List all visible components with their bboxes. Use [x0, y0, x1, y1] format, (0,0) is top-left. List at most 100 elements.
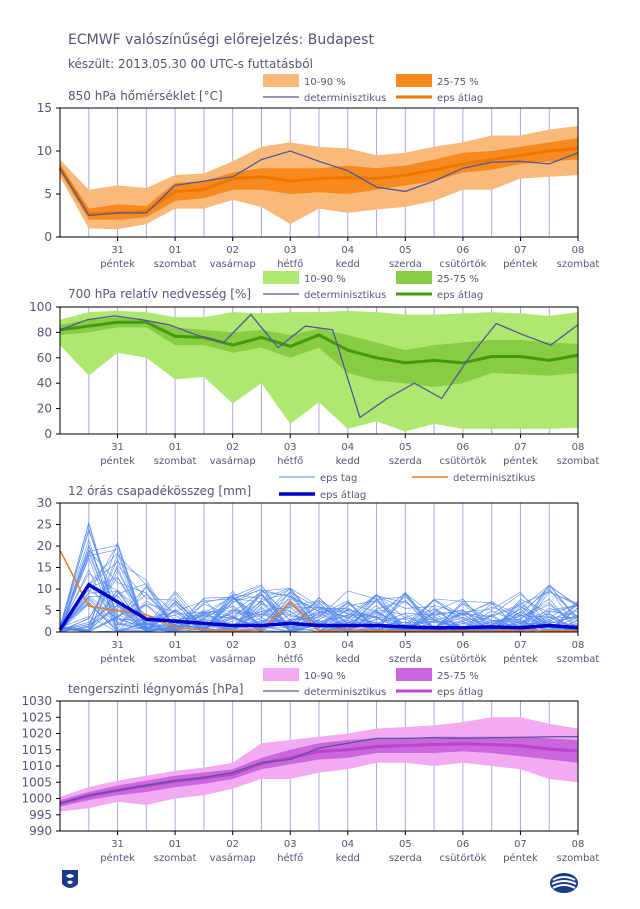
- deterministic-line: [59, 313, 579, 419]
- y-tick-label: 30: [37, 496, 52, 510]
- x-day-name: hétfő: [277, 258, 303, 270]
- x-day-number: 06: [457, 640, 470, 651]
- band-25-75: [60, 317, 578, 388]
- y-tick-label: 990: [29, 824, 52, 838]
- x-day-number: 06: [457, 442, 470, 453]
- eps-member-line: [59, 597, 579, 633]
- x-day-name: kedd: [336, 259, 360, 270]
- deterministic-line: [59, 736, 578, 805]
- y-tick-label: 1000: [21, 792, 52, 806]
- x-day-name: szerda: [389, 259, 422, 270]
- y-tick-label: 20: [37, 539, 52, 553]
- x-day-number: 03: [284, 442, 297, 453]
- legend: 10-90 % 25-75 % determinisztikus eps átlag: [263, 74, 483, 104]
- legend-label-det: determinisztikus: [304, 93, 386, 104]
- chart-panel-4: 990 995 1000 1005 1010 1015 1020 1025 1030 31 pént…: [21, 668, 599, 864]
- legend-swatch-inner: [396, 668, 432, 681]
- y-tick-label: 60: [37, 351, 52, 365]
- y-tick-label: 5: [44, 187, 52, 201]
- x-day-number: 01: [169, 245, 182, 256]
- legend-swatch-outer: [263, 74, 299, 87]
- x-day-number: 01: [169, 839, 182, 850]
- x-day-name: hétfő: [277, 455, 303, 467]
- y-tick-label: 995: [29, 808, 52, 822]
- y-tick-label: 15: [37, 561, 52, 575]
- y-tick-label: 1005: [21, 775, 52, 789]
- x-day-name: péntek: [100, 852, 135, 864]
- x-day-name: kedd: [336, 654, 360, 665]
- x-day-number: 02: [226, 245, 239, 256]
- legend-label-inner: 25-75 %: [437, 274, 479, 285]
- x-day-name: vasárnap: [210, 258, 256, 270]
- deterministic-line: [59, 150, 579, 217]
- x-day-number: 06: [457, 245, 470, 256]
- y-tick-label: 20: [37, 402, 52, 416]
- ecmwf-logo: [550, 873, 578, 893]
- x-day-name: péntek: [503, 258, 538, 270]
- y-tick-label: 10: [37, 144, 52, 158]
- panel-title: 850 hPa hőmérséklet [°C]: [68, 89, 223, 103]
- x-day-number: 08: [572, 640, 585, 651]
- eps-mean-line: [59, 320, 579, 365]
- x-day-number: 06: [457, 839, 470, 850]
- x-day-number: 02: [226, 442, 239, 453]
- legend-label-inner: 25-75 %: [437, 77, 479, 88]
- x-day-name: szombat: [154, 853, 197, 864]
- legend-swatch-inner: [396, 271, 432, 284]
- legend-label-det: determinisztikus: [453, 473, 535, 484]
- y-tick-label: 0: [44, 230, 52, 244]
- page-title: ECMWF valószínűségi előrejelzés: Budapes…: [68, 32, 374, 48]
- x-day-number: 02: [226, 839, 239, 850]
- x-day-number: 03: [284, 640, 297, 651]
- x-day-name: kedd: [336, 853, 360, 864]
- legend-label-det: determinisztikus: [304, 290, 386, 301]
- chart-panel-3: 05101520253031péntek01szombat02vasárnap0…: [37, 473, 600, 665]
- y-tick-label: 10: [37, 582, 52, 596]
- x-day-name: vasárnap: [210, 852, 256, 864]
- y-tick-label: 40: [37, 376, 52, 390]
- x-day-number: 01: [169, 640, 182, 651]
- x-day-number: 07: [514, 442, 527, 453]
- x-day-name: szerda: [389, 456, 422, 467]
- x-day-name: szombat: [557, 853, 600, 864]
- x-day-number: 02: [226, 640, 239, 651]
- x-day-name: szombat: [557, 654, 600, 665]
- panel-title: 12 órás csapadékösszeg [mm]: [68, 484, 251, 498]
- y-tick-label: 1025: [21, 710, 52, 724]
- legend-label-mean: eps átlag: [437, 289, 483, 301]
- x-day-name: péntek: [100, 455, 135, 467]
- legend: 10-90 % 25-75 % determinisztikus eps átlag: [263, 271, 483, 301]
- x-day-name: szombat: [154, 259, 197, 270]
- x-day-name: csütörtök: [439, 259, 486, 270]
- chart-panel-1: 05101531péntek01szombat02vasárnap03hétfő…: [37, 74, 599, 270]
- eps-mean-line: [58, 582, 579, 631]
- page-subtitle: készült: 2013.05.30 00 UTC-s futtatásból: [68, 57, 313, 71]
- x-day-number: 31: [111, 245, 124, 256]
- x-day-name: vasárnap: [210, 653, 256, 665]
- legend-label-det: determinisztikus: [304, 687, 386, 698]
- legend-label-members: eps tag: [320, 473, 357, 484]
- legend-label-outer: 10-90 %: [304, 77, 346, 88]
- deterministic-line: [59, 549, 578, 632]
- x-day-number: 03: [284, 245, 297, 256]
- x-day-number: 08: [572, 839, 585, 850]
- x-day-number: 31: [111, 442, 124, 453]
- x-day-number: 07: [514, 245, 527, 256]
- plot-frame: [59, 107, 579, 238]
- x-day-number: 03: [284, 839, 297, 850]
- legend-label-mean: eps átlag: [437, 92, 483, 104]
- legend-label-outer: 10-90 %: [304, 671, 346, 682]
- legend-label-mean: eps átlag: [320, 489, 366, 501]
- legend-swatch-outer: [263, 271, 299, 284]
- y-tick-label: 100: [29, 300, 52, 314]
- x-day-name: szombat: [557, 456, 600, 467]
- x-day-number: 07: [514, 839, 527, 850]
- x-day-name: csütörtök: [439, 853, 486, 864]
- chart-panel-2: 0 20 40 60 80 100 31 péntek 01 szombat 02 vasárnap 0…: [29, 271, 599, 467]
- x-day-name: péntek: [503, 455, 538, 467]
- panel-title: tengerszinti légnyomás [hPa]: [68, 682, 243, 696]
- y-tick-label: 1030: [21, 694, 52, 708]
- x-day-name: kedd: [336, 456, 360, 467]
